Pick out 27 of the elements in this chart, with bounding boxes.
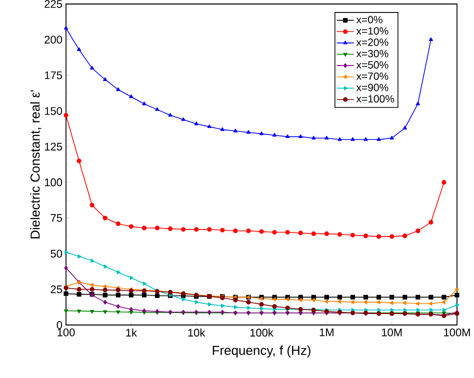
x-tick-label: 10M bbox=[382, 328, 402, 336]
legend-label: x=100% bbox=[356, 95, 394, 103]
x-tick-label: 1k bbox=[126, 328, 137, 336]
y-tick-label: 75 bbox=[50, 214, 62, 222]
x-tick-label: 10k bbox=[188, 328, 206, 337]
x-tick-label: 1M bbox=[320, 328, 334, 336]
legend-label: x=50% bbox=[356, 61, 388, 69]
legend-label: x=0% bbox=[356, 16, 382, 24]
y-tick-label: 125 bbox=[44, 142, 62, 151]
y-tick-label: 50 bbox=[50, 250, 62, 258]
y-tick-label: 225 bbox=[44, 0, 62, 8]
x-tick-label: 100 bbox=[58, 328, 75, 336]
y-tick-label: 150 bbox=[44, 107, 62, 115]
legend-label: x=10% bbox=[356, 27, 388, 35]
legend-label: x=90% bbox=[356, 84, 388, 92]
legend-label: x=20% bbox=[356, 38, 388, 46]
y-tick-label: 0 bbox=[56, 321, 62, 329]
legend-label: x=30% bbox=[356, 50, 388, 58]
y-tick-label: 100 bbox=[44, 178, 62, 186]
y-tick-label: 175 bbox=[44, 72, 62, 80]
y-tick-label: 25 bbox=[50, 285, 62, 294]
x-axis-title: Frequency, f (Hz) bbox=[212, 345, 310, 358]
x-tick-label: 100M bbox=[444, 328, 470, 336]
y-tick-label: 200 bbox=[44, 36, 62, 44]
legend-label: x=70% bbox=[356, 72, 388, 80]
x-tick-label: 100k bbox=[250, 328, 274, 337]
y-axis-title: Dielectric Constant, real ε' bbox=[30, 90, 42, 238]
